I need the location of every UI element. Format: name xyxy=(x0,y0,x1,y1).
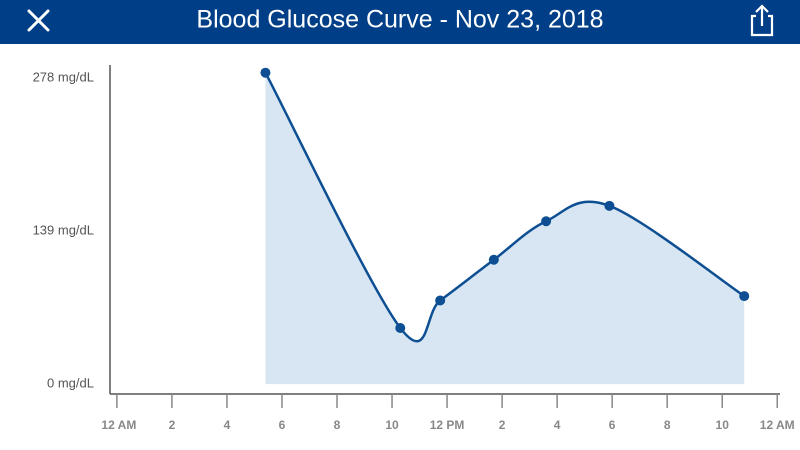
point xyxy=(395,322,406,333)
x-tick-label: 12 PM xyxy=(430,418,465,432)
point xyxy=(541,216,552,227)
x-tick-label: 4 xyxy=(554,418,561,432)
x-tick-label: 8 xyxy=(334,418,341,432)
x-tick-label: 10 xyxy=(385,418,399,432)
x-tick-label: 12 AM xyxy=(101,418,136,432)
x-tick-label: 6 xyxy=(279,418,286,432)
x-tick-label: 2 xyxy=(499,418,506,432)
point xyxy=(604,200,615,211)
y-tick-label: 0 mg/dL xyxy=(47,376,94,391)
x-tick-label: 6 xyxy=(609,418,616,432)
x-tick-label: 12 AM xyxy=(760,418,795,432)
x-tick-label: 8 xyxy=(664,418,671,432)
chart-title: Blood Glucose Curve - Nov 23, 2018 xyxy=(196,6,603,34)
y-tick-label: 139 mg/dL xyxy=(33,223,94,238)
point xyxy=(435,295,446,306)
y-tick-label: 278 mg/dL xyxy=(33,70,94,85)
point xyxy=(739,291,750,302)
x-tick-label: 4 xyxy=(224,418,231,432)
header-bar xyxy=(0,0,800,44)
close-button[interactable] xyxy=(27,9,50,32)
x-tick-label: 2 xyxy=(169,418,176,432)
x-tick-label: 10 xyxy=(716,418,730,432)
share-button[interactable] xyxy=(750,4,774,37)
point xyxy=(488,254,499,265)
point xyxy=(260,67,271,78)
area xyxy=(265,72,745,385)
